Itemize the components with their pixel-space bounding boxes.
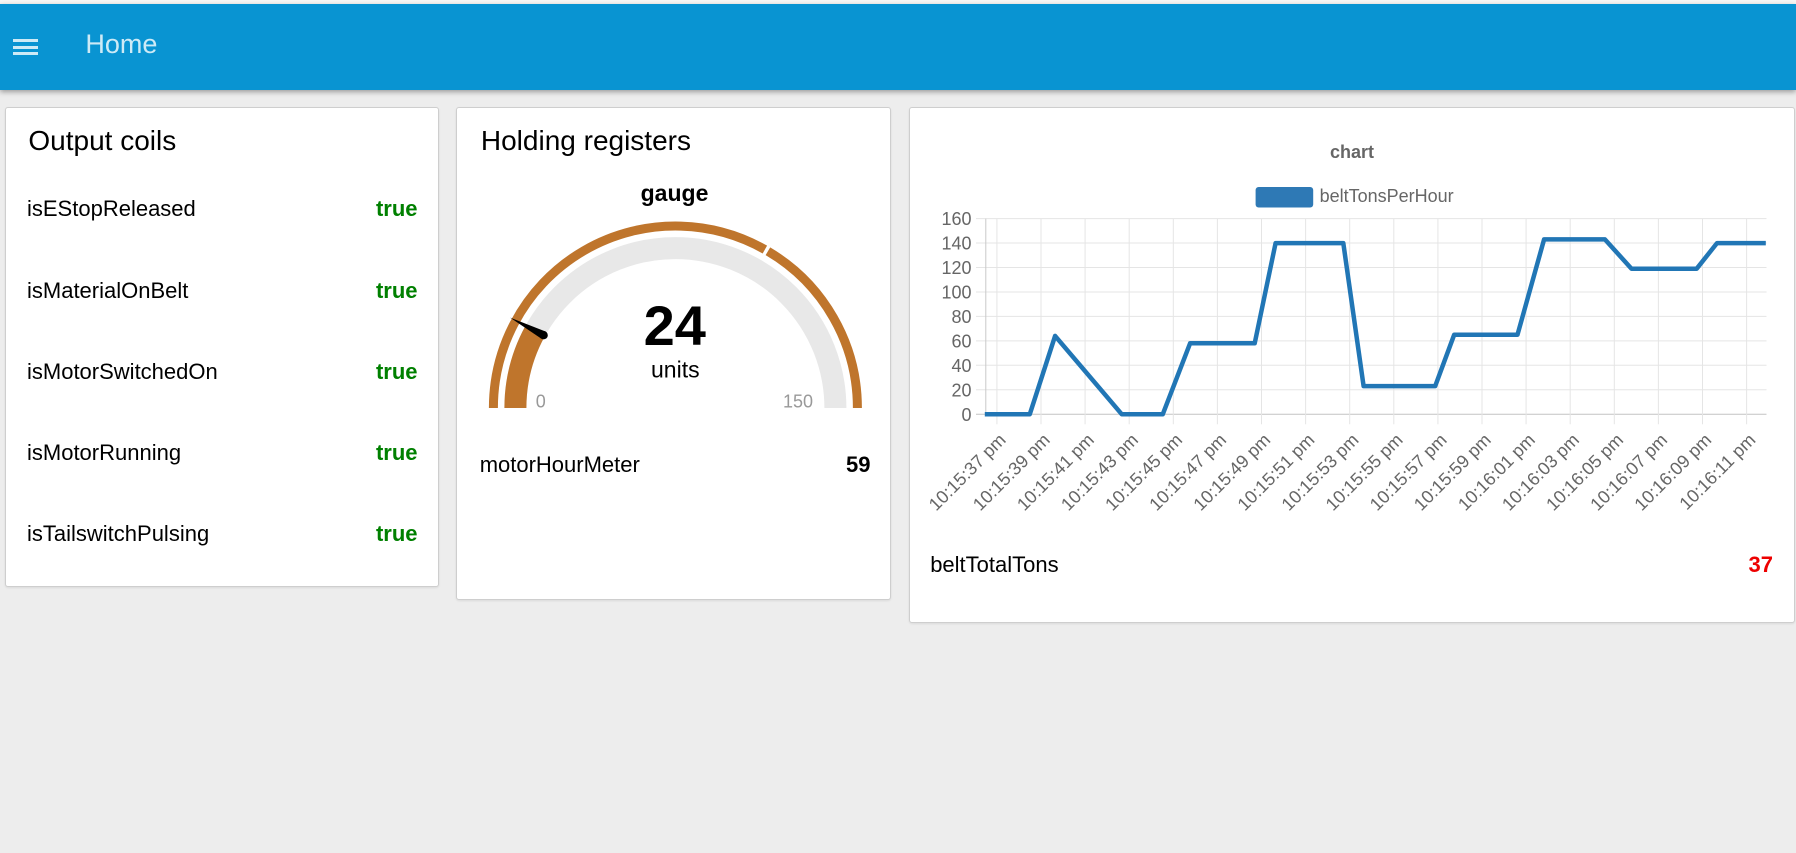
svg-text:150: 150 [783, 392, 813, 412]
svg-text:40: 40 [951, 356, 971, 376]
svg-text:gauge: gauge [641, 180, 709, 206]
svg-text:140: 140 [941, 234, 971, 254]
svg-text:100: 100 [941, 283, 971, 303]
svg-text:120: 120 [941, 258, 971, 278]
svg-text:24: 24 [644, 294, 706, 357]
svg-text:20: 20 [951, 380, 971, 400]
svg-text:units: units [651, 356, 700, 382]
svg-text:0: 0 [536, 392, 546, 412]
svg-text:0: 0 [961, 405, 971, 425]
svg-text:80: 80 [951, 307, 971, 327]
svg-text:beltTonsPerHour: beltTonsPerHour [1320, 186, 1454, 206]
svg-text:160: 160 [941, 209, 971, 229]
svg-text:chart: chart [1330, 142, 1374, 162]
svg-text:60: 60 [951, 332, 971, 352]
